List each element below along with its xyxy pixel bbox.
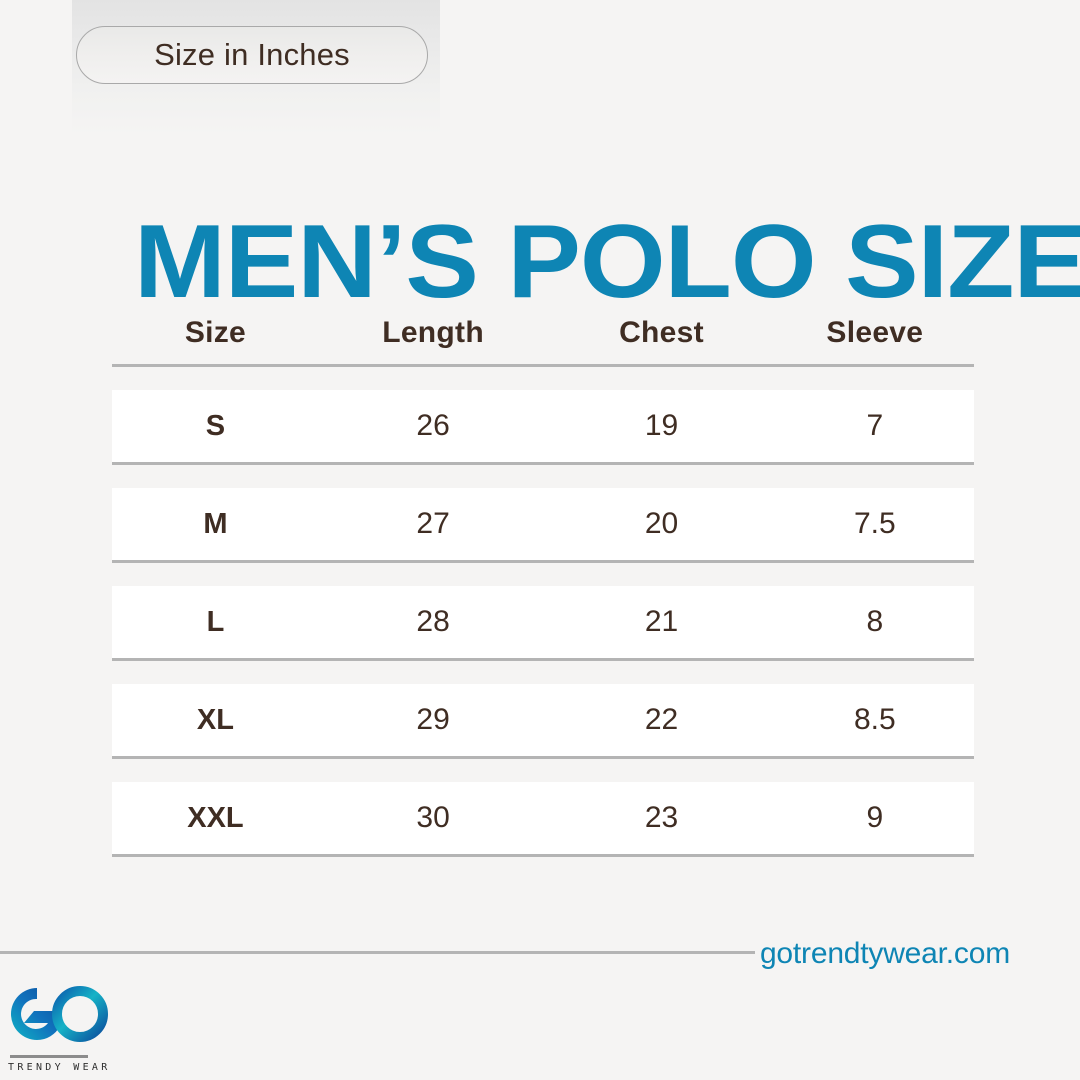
- brand-logo: TRENDY WEAR: [0, 978, 126, 1073]
- cell-length: 27: [416, 507, 450, 540]
- cell-sleeve: 8: [866, 605, 884, 638]
- website-url[interactable]: gotrendtywear.com: [759, 937, 1010, 970]
- column-header-size: Size: [184, 316, 247, 349]
- logo-wordmark: TRENDY WEAR: [8, 1061, 111, 1073]
- cell-sleeve: 7: [866, 409, 884, 442]
- cell-size: S: [205, 409, 226, 442]
- cell-length: 30: [416, 801, 450, 834]
- table-row: XL 29 22 8.5: [112, 684, 974, 759]
- table-row: XXL 30 23 9: [112, 782, 974, 857]
- size-chart-table: Size Length Chest Sleeve S 26 19 7 M 27 …: [112, 302, 974, 857]
- size-unit-label: Size in Inches: [154, 37, 350, 72]
- table-row: S 26 19 7: [112, 390, 974, 465]
- cell-chest: 19: [644, 409, 679, 442]
- cell-size: L: [206, 605, 225, 638]
- page-title: MEN’S POLO SIZE CHART: [134, 203, 1080, 320]
- column-header-chest: Chest: [619, 316, 704, 349]
- size-unit-badge: Size in Inches: [76, 26, 428, 84]
- cell-size: XL: [196, 703, 234, 736]
- cell-chest: 21: [644, 605, 679, 638]
- logo-divider: [10, 1055, 88, 1058]
- cell-chest: 20: [644, 507, 679, 540]
- cell-chest: 22: [644, 703, 679, 736]
- column-header-sleeve: Sleeve: [826, 316, 924, 349]
- table-row: M 27 20 7.5: [112, 488, 974, 563]
- table-header-row: Size Length Chest Sleeve: [112, 302, 974, 367]
- cell-sleeve: 7.5: [853, 507, 896, 540]
- cell-sleeve: 8.5: [853, 703, 896, 736]
- table-row: L 28 21 8: [112, 586, 974, 661]
- cell-size: M: [203, 507, 228, 540]
- cell-size: XXL: [187, 801, 244, 834]
- cell-length: 28: [416, 605, 450, 638]
- cell-sleeve: 9: [866, 801, 884, 834]
- footer-divider: [0, 951, 755, 954]
- column-header-length: Length: [382, 316, 484, 349]
- go-monogram-icon: [11, 986, 108, 1042]
- cell-length: 29: [416, 703, 450, 736]
- cell-length: 26: [416, 409, 450, 442]
- cell-chest: 23: [644, 801, 679, 834]
